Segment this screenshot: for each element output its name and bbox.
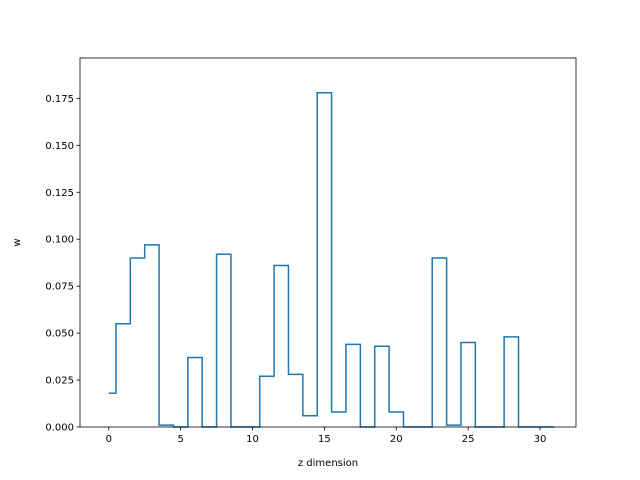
x-tick-label: 10 (246, 434, 259, 445)
plot-frame (79, 57, 577, 428)
y-tick-label: 0.000 (45, 423, 74, 434)
y-tick-label: 0.050 (45, 329, 74, 340)
x-tick-label: 15 (318, 434, 331, 445)
y-axis-label: w (12, 238, 23, 246)
x-tick-label: 5 (177, 434, 183, 445)
series-step-line-0 (108, 91, 555, 428)
y-tick-label: 0.125 (45, 188, 74, 199)
y-tick-label: 0.025 (45, 376, 74, 387)
x-tick-label: 0 (106, 434, 112, 445)
y-tick-label: 0.100 (45, 235, 74, 246)
y-tick-label: 0.175 (45, 94, 74, 105)
y-tick-label: 0.075 (45, 282, 74, 293)
x-axis-label: z dimension (298, 458, 358, 469)
x-tick-label: 20 (390, 434, 403, 445)
y-tick-label: 0.150 (45, 141, 74, 152)
x-tick-label: 25 (462, 434, 475, 445)
x-tick-label: 30 (534, 434, 547, 445)
